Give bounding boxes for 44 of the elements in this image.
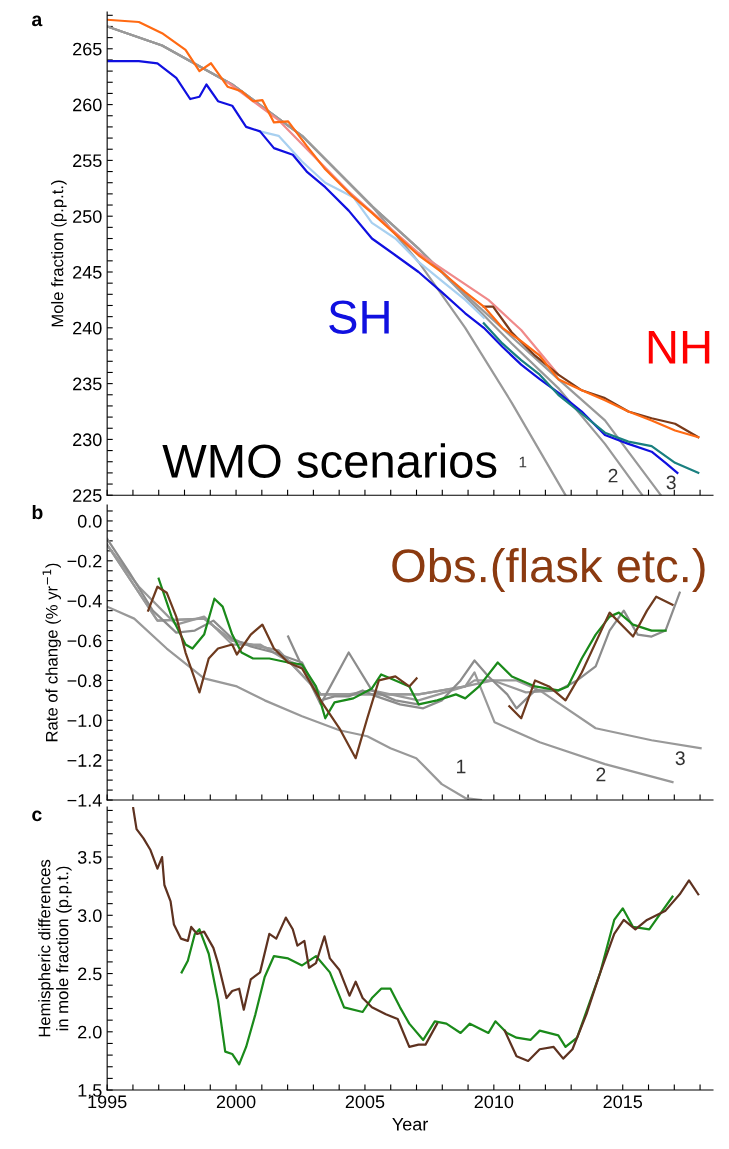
y-tick-label: −0.6 [67,634,102,648]
y-tick-label: 2.0 [78,1025,102,1039]
x-tick-label: 1995 [88,1095,127,1109]
annotation: Obs.(flask etc.) [392,547,705,592]
annotation: 3 [666,475,676,490]
y-tick-label: 240 [73,321,102,335]
annotation: 3 [675,751,685,766]
y-tick-label: 235 [73,377,102,391]
y-tick-label: 230 [73,433,102,447]
x-tick-label: 2015 [603,1095,643,1109]
annotation: 1 [457,759,466,774]
annotation: WMO scenarios [162,443,497,478]
y-tick-label: 1.5 [78,1084,102,1097]
y-axis-title: Rate of change (% yr$^{−1}$) [42,563,61,742]
y-tick-label: 245 [73,265,102,279]
y-tick-label: −0.2 [67,554,102,568]
text: a [32,15,43,27]
y-tick-label: −1.4 [67,794,102,807]
y-tick-label: −0.4 [67,594,102,608]
annotation: 1 [519,456,527,468]
y-tick-label: 3.0 [77,909,102,923]
x-tick-label: 2005 [345,1095,385,1109]
x-tick-label: 2000 [216,1095,256,1109]
y-axis-title: Hemispheric differences in mole fraction (p.p.t.) [38,859,72,1037]
text: b [32,504,43,520]
x-axis-title: Year [392,1117,429,1131]
y-tick-label: 225 [73,489,102,502]
y-tick-label: 255 [73,154,102,168]
y-tick-label: −1.0 [67,714,102,728]
x-tick-label: 2010 [474,1095,514,1109]
y-tick-label: 265 [73,42,102,56]
annotation: 2 [608,468,618,483]
annotation: SH [329,300,389,334]
y-tick-label: 250 [73,210,102,223]
text: c [32,810,42,822]
y-tick-label: −0.8 [67,674,102,688]
y-tick-label: 0.0 [77,514,102,528]
y-tick-label: 2.5 [78,967,102,981]
annotation: 2 [596,767,606,782]
y-tick-label: 260 [73,98,102,112]
y-tick-label: 3.5 [77,850,102,864]
y-axis-title: Mole fraction (p.p.t.) [51,180,67,327]
annotation: NH [648,330,710,364]
y-tick-label: −1.2 [67,754,102,767]
